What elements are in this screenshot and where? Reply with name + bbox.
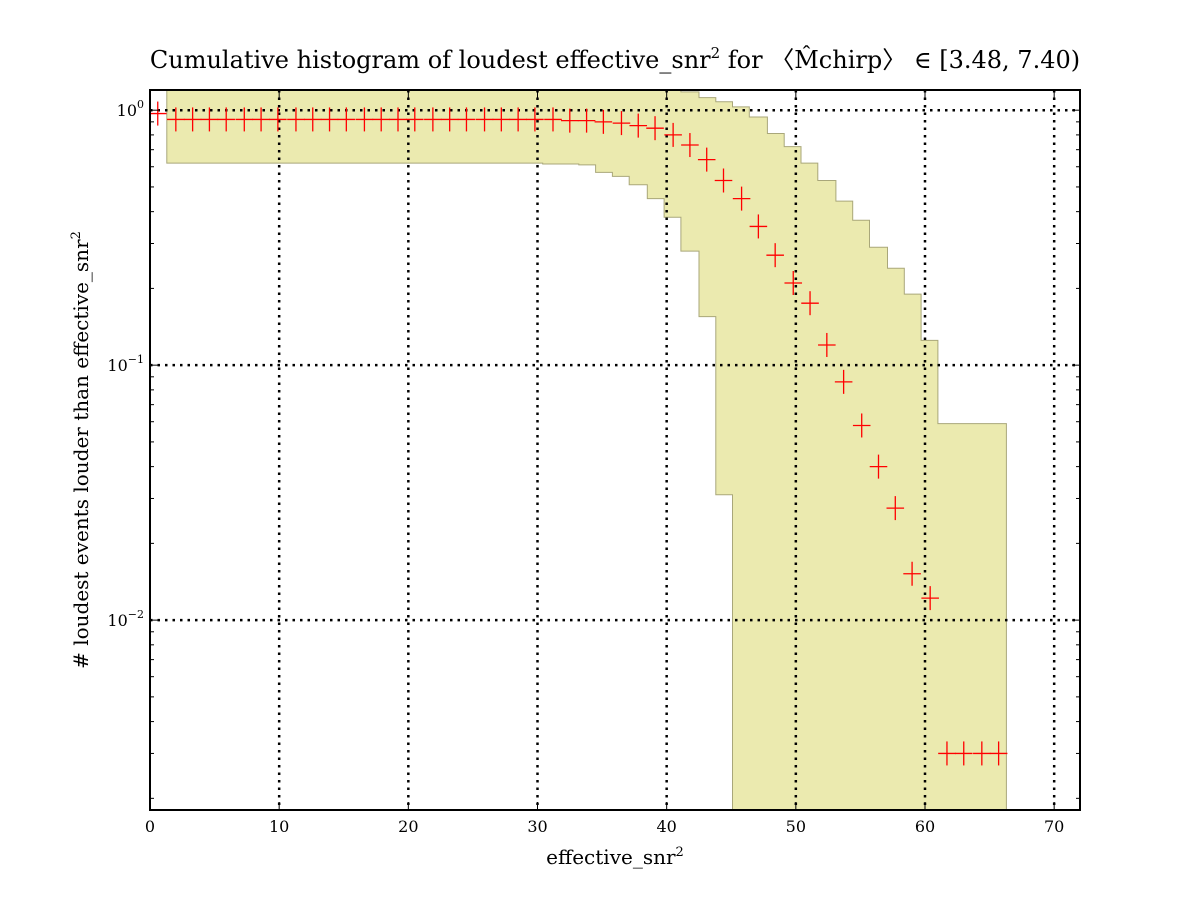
y-tick-label-base: 10 (107, 356, 127, 375)
plot-frame (149, 89, 1081, 811)
data-point-2 (183, 107, 202, 132)
data-point-29 (646, 116, 664, 141)
x-tick-labels: 0 10 20 30 40 50 60 70 (145, 817, 1064, 836)
data-point-25 (577, 108, 596, 133)
data-point-40 (834, 369, 853, 394)
data-point-8 (287, 107, 305, 132)
x-tick-label-7: 70 (1044, 817, 1064, 836)
data-point-26 (594, 109, 613, 134)
y-axis-label: # loudest events louder than effective_s… (69, 231, 93, 669)
chart-title-range: 〈M̂chirp〉 ∈ [3.48, 7.40) (770, 46, 1080, 74)
data-point-14 (389, 107, 407, 132)
grid-lines (150, 90, 1080, 810)
data-point-18 (457, 107, 476, 132)
y-tick-label-exponent: −2 (128, 608, 144, 621)
data-point-20 (492, 107, 511, 132)
data-point-43 (886, 496, 905, 521)
y-tick-label-0: 10−2 (107, 608, 144, 630)
data-point-9 (303, 107, 322, 132)
data-point-1 (167, 107, 185, 132)
data-point-38 (801, 291, 819, 316)
x-tick-label-1: 10 (269, 817, 289, 836)
data-point-48 (973, 741, 991, 766)
data-point-31 (681, 133, 699, 158)
data-point-33 (714, 168, 733, 193)
x-tick-label-5: 50 (786, 817, 806, 836)
data-point-19 (475, 107, 494, 132)
y-axis-label-superscript: 2 (69, 231, 84, 239)
data-point-13 (372, 107, 390, 132)
chart-title-for: for (720, 46, 770, 74)
chart-title-main: Cumulative histogram of loudest effectiv… (150, 46, 711, 74)
data-point-4 (217, 107, 235, 132)
data-point-45 (921, 586, 939, 611)
x-axis-label: effective_snr2 (546, 845, 684, 869)
x-axis-label-superscript: 2 (676, 845, 684, 860)
data-point-17 (440, 107, 459, 132)
data-point-41 (852, 413, 871, 438)
data-point-10 (320, 107, 339, 132)
data-point-28 (629, 113, 648, 138)
data-point-49 (989, 741, 1008, 766)
x-tick-label-3: 30 (527, 817, 547, 836)
data-point-15 (406, 107, 424, 132)
chart-title-superscript: 2 (711, 44, 721, 62)
data-point-3 (200, 107, 219, 132)
chart-title: Cumulative histogram of loudest effectiv… (150, 44, 1080, 74)
x-tick-label-6: 60 (915, 817, 935, 836)
data-point-46 (938, 741, 956, 766)
data-point-35 (749, 214, 768, 239)
data-point-47 (954, 741, 973, 766)
y-tick-label-base: 10 (107, 611, 127, 630)
y-tick-label-exponent: 0 (137, 98, 144, 111)
x-axis-label-main: effective_snr (546, 845, 676, 869)
data-point-7 (269, 107, 287, 132)
data-point-0 (148, 101, 167, 126)
tick-marks (149, 90, 1080, 810)
data-point-37 (784, 270, 803, 295)
data-point-22 (526, 107, 544, 132)
data-point-6 (252, 107, 270, 132)
data-point-34 (732, 186, 751, 211)
data-point-36 (766, 243, 784, 268)
data-point-12 (355, 107, 374, 132)
y-tick-label-2: 100 (117, 98, 144, 120)
data-point-42 (869, 454, 888, 479)
data-point-44 (903, 561, 921, 586)
data-markers (148, 101, 1008, 766)
y-tick-label-exponent: −1 (128, 353, 144, 366)
data-point-5 (235, 107, 254, 132)
data-point-16 (424, 107, 442, 132)
y-tick-label-1: 10−1 (107, 353, 144, 375)
data-point-23 (544, 107, 562, 132)
data-point-30 (664, 122, 682, 147)
x-tick-label-4: 40 (656, 817, 676, 836)
x-tick-label-0: 0 (145, 817, 155, 836)
data-point-24 (561, 108, 579, 133)
data-point-21 (509, 107, 527, 132)
data-point-32 (697, 147, 716, 172)
data-point-27 (612, 111, 631, 136)
y-tick-label-base: 10 (117, 101, 137, 120)
data-point-11 (337, 107, 356, 132)
x-tick-label-2: 20 (398, 817, 418, 836)
data-point-39 (818, 332, 836, 357)
y-axis-label-main: # loudest events louder than effective_s… (69, 239, 93, 669)
